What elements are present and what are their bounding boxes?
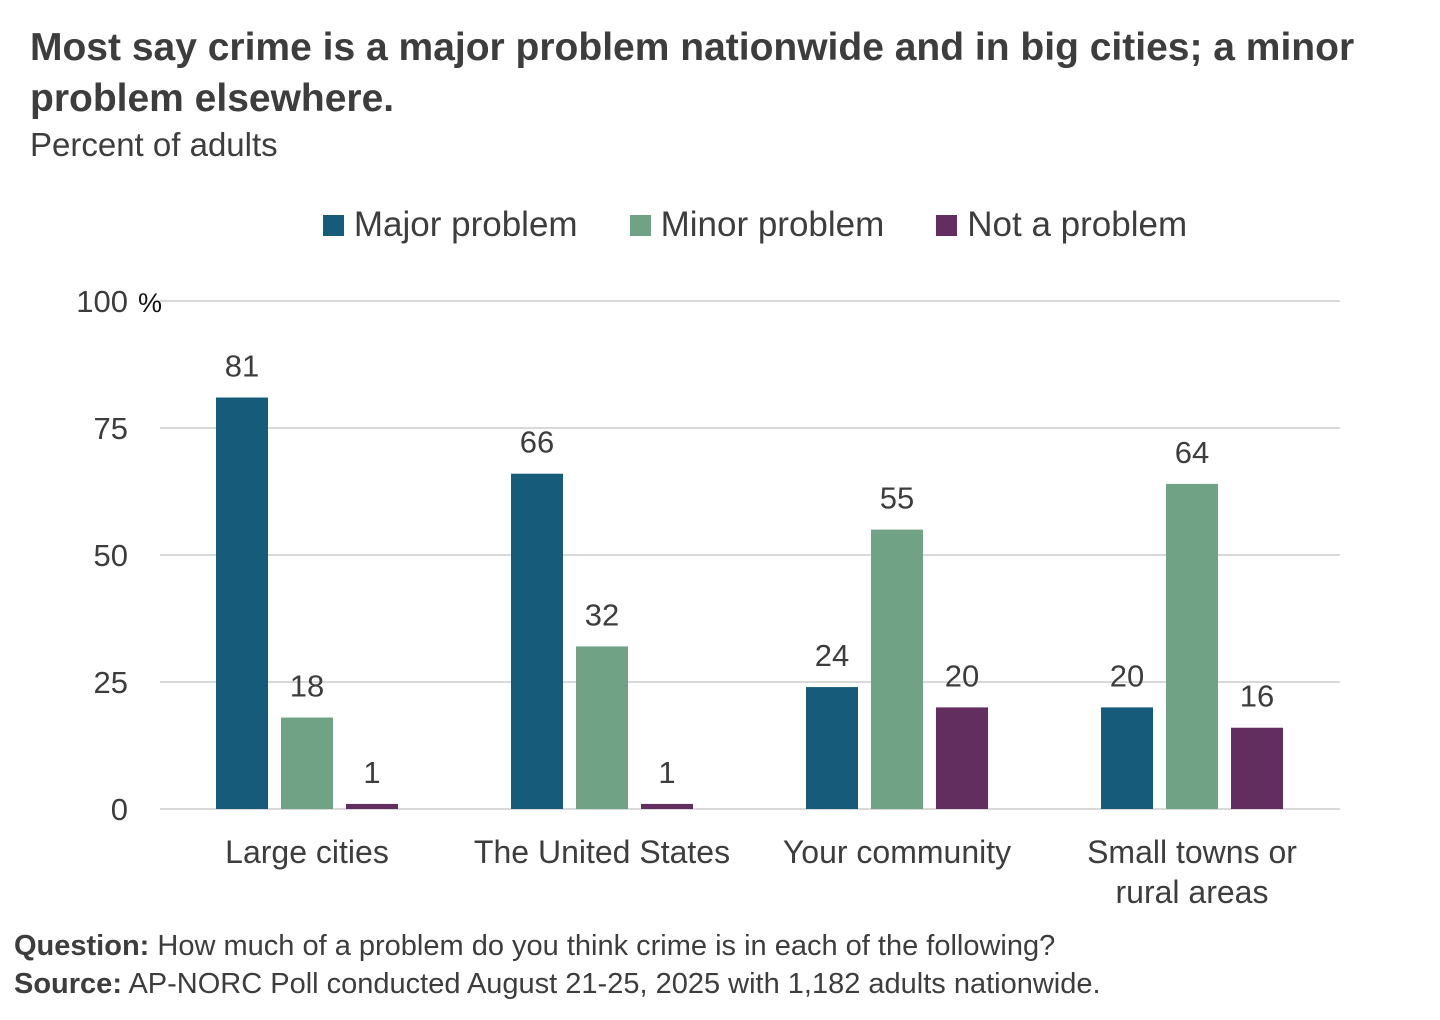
legend-item-not: Not a problem <box>936 205 1187 245</box>
legend-label-major: Major problem <box>353 205 578 244</box>
source-label: Source: <box>14 968 122 1000</box>
data-label-minor-1: 32 <box>585 597 619 632</box>
chart-title: Most say crime is a major problem nation… <box>30 26 1355 120</box>
data-label-major-3: 20 <box>1110 658 1144 693</box>
data-label-major-1: 66 <box>520 425 554 460</box>
legend-label-not: Not a problem <box>967 205 1188 244</box>
bar-major-2 <box>806 687 858 809</box>
y-tick-label-75: 75 <box>94 411 128 446</box>
y-tick-label-50: 50 <box>94 538 128 573</box>
chart-subtitle: Percent of adults <box>30 126 278 163</box>
question-text: How much of a problem do you think crime… <box>157 930 1056 962</box>
bar-not-2 <box>936 707 988 809</box>
data-label-not-1: 1 <box>658 755 675 790</box>
bar-not-1 <box>641 803 693 809</box>
bar-minor-2 <box>871 529 923 809</box>
y-tick-label-100: 100 <box>76 284 128 319</box>
legend-swatch-major <box>322 214 344 236</box>
data-label-not-3: 16 <box>1240 679 1274 714</box>
bar-minor-1 <box>576 646 628 809</box>
source-text: AP-NORC Poll conducted August 21-25, 202… <box>128 968 1101 1000</box>
x-tick-label-3: Small towns or <box>1087 834 1297 870</box>
data-label-not-0: 1 <box>363 755 380 790</box>
x-tick-label-3-line2: rural areas <box>1116 874 1269 910</box>
data-label-minor-2: 55 <box>880 481 914 516</box>
data-label-minor-0: 18 <box>290 669 324 704</box>
bar-major-0 <box>216 397 268 809</box>
legend-item-major: Major problem <box>322 205 578 245</box>
bar-not-0 <box>346 803 398 809</box>
bar-not-3 <box>1231 727 1283 809</box>
bar-major-1 <box>511 473 563 809</box>
legend-swatch-minor <box>629 214 651 236</box>
bar-minor-3 <box>1166 483 1218 809</box>
data-label-major-2: 24 <box>815 638 849 673</box>
bar-major-3 <box>1101 707 1153 809</box>
y-unit-label: % <box>138 288 162 318</box>
y-tick-label-0: 0 <box>111 792 128 827</box>
legend-swatch-not <box>936 214 958 236</box>
footer-question: Question: How much of a problem do you t… <box>14 930 1055 963</box>
x-tick-label-2: Your community <box>783 834 1011 870</box>
y-tick-label-25: 25 <box>94 665 128 700</box>
data-label-minor-3: 64 <box>1175 435 1209 470</box>
data-label-major-0: 81 <box>225 349 259 384</box>
bar-chart: 0 25 50 75 100 % 81 18 1 Large cities 66 32 1 The Uni… <box>76 284 1340 910</box>
legend-item-minor: Minor problem <box>629 205 885 245</box>
x-tick-label-1: The United States <box>474 834 730 870</box>
question-label: Question: <box>14 930 150 962</box>
footer-source: Source: AP-NORC Poll conducted August 21… <box>14 968 1101 1001</box>
legend-label-minor: Minor problem <box>660 205 885 244</box>
bar-minor-0 <box>281 717 333 809</box>
x-tick-label-0: Large cities <box>225 834 389 870</box>
legend: Major problem Minor problem Not a proble… <box>0 205 1440 245</box>
data-label-not-2: 20 <box>945 658 979 693</box>
